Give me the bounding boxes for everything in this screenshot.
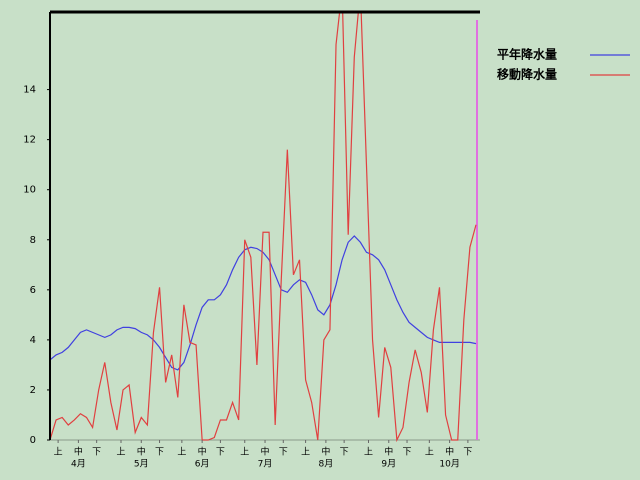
x-tick-label: 中 [445, 446, 454, 458]
x-tick-label: 上 [425, 447, 434, 458]
x-tick-label: 下 [92, 448, 101, 458]
month-label: 10月 [439, 459, 459, 470]
x-tick-label: 上 [177, 447, 186, 458]
month-label: 6月 [195, 459, 210, 470]
month-label: 8月 [319, 459, 334, 470]
x-tick-label: 中 [198, 446, 207, 458]
x-tick-label: 下 [340, 448, 349, 458]
x-tick-label: 中 [384, 446, 393, 458]
x-tick-label: 中 [261, 446, 270, 458]
y-tick-label: 4 [30, 335, 36, 346]
y-tick-label: 2 [30, 385, 36, 396]
x-tick-label: 中 [74, 446, 83, 458]
x-tick-label: 下 [155, 448, 164, 458]
y-tick-label: 14 [23, 85, 36, 96]
x-tick-label: 下 [279, 448, 288, 458]
x-tick-label: 下 [216, 448, 225, 458]
month-label: 9月 [381, 459, 396, 470]
month-label: 4月 [71, 459, 86, 470]
x-tick-label: 下 [463, 448, 472, 458]
legend-label: 平年降水量 [497, 47, 557, 62]
y-tick-label: 12 [23, 135, 36, 146]
legend-label: 移動降水量 [497, 67, 557, 82]
x-tick-label: 上 [116, 447, 125, 458]
y-tick-label: 6 [30, 285, 36, 296]
y-tick-label: 0 [30, 435, 36, 446]
plot-area [50, 12, 477, 442]
x-tick-label: 上 [301, 447, 310, 458]
month-label: 5月 [134, 459, 149, 470]
y-tick-label: 10 [23, 185, 36, 196]
y-tick-label: 8 [30, 235, 36, 246]
x-tick-label: 上 [240, 447, 249, 458]
x-tick-label: 上 [54, 447, 63, 458]
x-tick-label: 中 [321, 446, 330, 458]
x-tick-label: 下 [403, 448, 412, 458]
x-tick-label: 上 [364, 447, 373, 458]
series-line [50, 235, 477, 371]
series-line [50, 12, 477, 442]
month-label: 7月 [258, 459, 273, 470]
x-tick-label: 中 [137, 446, 146, 458]
